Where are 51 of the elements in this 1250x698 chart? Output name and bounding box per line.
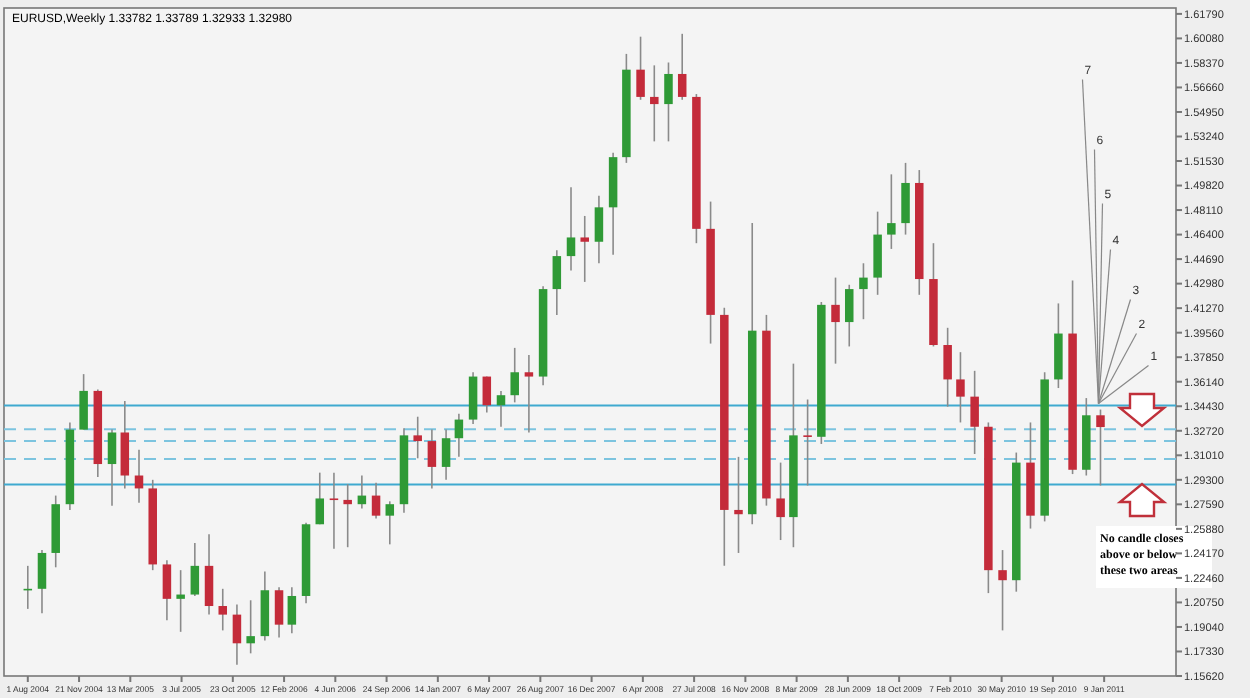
candlestick bbox=[468, 371, 478, 425]
candlestick bbox=[1096, 408, 1105, 487]
candlestick bbox=[943, 327, 952, 408]
candlestick bbox=[371, 481, 381, 520]
candlestick bbox=[79, 373, 88, 431]
candlestick bbox=[176, 569, 185, 633]
candlestick bbox=[970, 370, 979, 455]
candlestick bbox=[232, 603, 242, 666]
candlestick bbox=[107, 428, 117, 507]
candlestick bbox=[873, 210, 882, 296]
candlestick bbox=[274, 586, 284, 639]
candlestick bbox=[636, 35, 645, 101]
candlestick bbox=[37, 549, 47, 614]
candlestick bbox=[162, 559, 172, 622]
candlestick bbox=[496, 390, 506, 428]
candlestick bbox=[901, 162, 910, 236]
candlestick bbox=[664, 61, 673, 143]
candlestick bbox=[650, 64, 659, 143]
candlestick bbox=[956, 351, 965, 424]
candlestick bbox=[776, 461, 785, 541]
candlestick bbox=[329, 471, 339, 550]
candlestick bbox=[734, 456, 743, 554]
candlestick bbox=[287, 586, 297, 635]
candlestick bbox=[580, 215, 589, 283]
candlestick bbox=[1054, 302, 1063, 389]
candlestick bbox=[566, 186, 576, 272]
candlestick bbox=[552, 249, 562, 316]
candlestick bbox=[315, 471, 325, 526]
candlestick bbox=[510, 347, 519, 404]
candlestick bbox=[677, 33, 687, 101]
candlestick bbox=[385, 500, 395, 546]
candlestick bbox=[218, 588, 227, 632]
candlestick bbox=[204, 533, 214, 616]
candlestick bbox=[454, 413, 464, 458]
candlestick bbox=[260, 570, 270, 642]
candlestick bbox=[844, 283, 854, 348]
candlestick bbox=[343, 483, 352, 549]
candlestick bbox=[831, 276, 840, 365]
candlestick bbox=[998, 549, 1007, 632]
candlestick bbox=[803, 398, 812, 487]
candlestick bbox=[190, 542, 200, 597]
candlestick bbox=[441, 428, 451, 481]
candlestick bbox=[120, 400, 130, 490]
candlestick bbox=[246, 599, 255, 655]
candlestick bbox=[859, 262, 868, 320]
candlestick bbox=[887, 173, 896, 250]
candlestick bbox=[594, 195, 604, 265]
candlestick bbox=[427, 428, 437, 490]
candlestick bbox=[413, 415, 422, 460]
candlestick bbox=[482, 375, 492, 414]
candlestick bbox=[524, 354, 534, 434]
